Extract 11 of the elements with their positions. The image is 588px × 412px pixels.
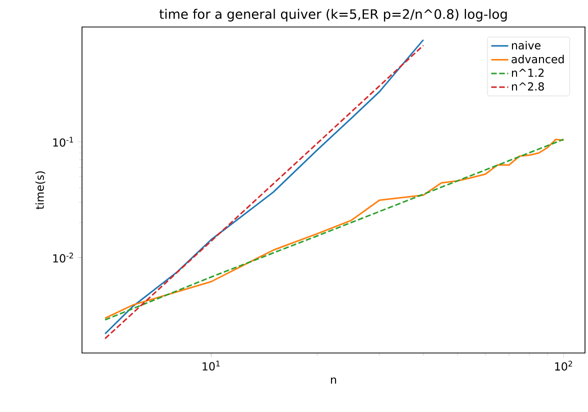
x-axis-title: n — [331, 377, 336, 384]
x-tick-label: 10$^{2}$ — [555, 360, 572, 371]
legend-label: n^1.2 — [512, 68, 544, 77]
y-tick-label: 10$^{-2}$ — [53, 252, 73, 263]
legend-label: advanced — [512, 54, 564, 64]
legend-label: n^2.8 — [512, 82, 544, 91]
x-tick-label: 10$^{1}$ — [202, 360, 220, 370]
y-tick-label: 10$^{-1}$ — [53, 136, 74, 147]
y-axis-title: time(s) — [35, 171, 46, 210]
chart-title: time for a general quiver (k=5,ER p=2/n^0.8) log-log — [159, 8, 507, 22]
legend-label: naive — [512, 40, 540, 50]
